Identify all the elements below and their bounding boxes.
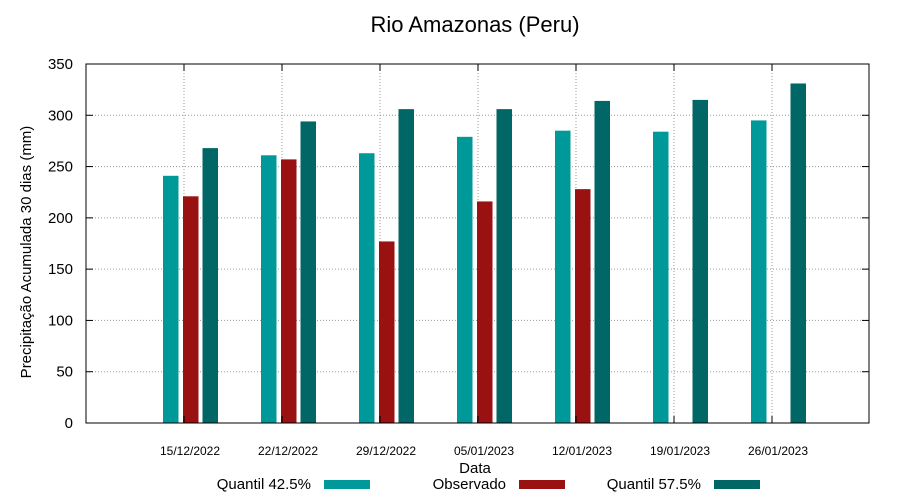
- y-tick-label: 150: [48, 261, 73, 278]
- y-axis-label: Precipitação Acumulada 30 dias (mm): [18, 126, 35, 379]
- y-tick-label: 200: [48, 210, 73, 227]
- bar-quantil-57-5: [202, 148, 218, 423]
- y-tick-label: 100: [48, 312, 73, 329]
- y-tick-label: 300: [48, 107, 73, 124]
- x-tick-label: 12/01/2023: [552, 444, 612, 458]
- bar-quantil-42-5: [555, 130, 571, 423]
- bar-quantil-57-5: [594, 100, 610, 423]
- bar-quantil-57-5: [790, 83, 806, 423]
- legend-label: Observado: [433, 476, 506, 493]
- x-tick-label: 22/12/2022: [258, 444, 318, 458]
- bar-observado: [183, 196, 199, 423]
- x-tick-label: 15/12/2022: [160, 444, 220, 458]
- y-tick-label: 350: [48, 56, 73, 73]
- y-tick-label: 50: [56, 364, 73, 381]
- legend-label: Quantil 42.5%: [217, 476, 311, 493]
- legend-label: Quantil 57.5%: [607, 476, 701, 493]
- x-tick-label: 19/01/2023: [650, 444, 710, 458]
- legend: Quantil 42.5% Observado Quantil 57.5%: [217, 476, 760, 493]
- chart-title: Rio Amazonas (Peru): [370, 12, 579, 37]
- bar-observado: [477, 201, 493, 423]
- bars: [163, 83, 806, 424]
- bar-quantil-42-5: [261, 155, 277, 423]
- bar-quantil-57-5: [300, 121, 316, 423]
- legend-swatch: [324, 480, 370, 489]
- x-tick-label: 05/01/2023: [454, 444, 514, 458]
- x-tick-label: 29/12/2022: [356, 444, 416, 458]
- bar-quantil-42-5: [457, 136, 473, 423]
- y-axis: 0 50 100 150 200 250 300 350: [48, 56, 869, 432]
- bar-quantil-42-5: [163, 175, 179, 423]
- x-tick-label: 26/01/2023: [748, 444, 808, 458]
- legend-swatch: [519, 480, 565, 489]
- bar-quantil-42-5: [653, 131, 669, 423]
- bar-quantil-57-5: [496, 109, 512, 423]
- bar-observado: [379, 241, 395, 423]
- x-axis-label: Data: [459, 460, 491, 477]
- y-tick-label: 250: [48, 159, 73, 176]
- bar-quantil-57-5: [398, 109, 414, 423]
- x-axis: 15/12/2022 22/12/2022 29/12/2022 05/01/2023…: [160, 64, 808, 458]
- bar-observado: [575, 189, 591, 423]
- bar-quantil-42-5: [751, 120, 767, 424]
- y-tick-label: 0: [65, 415, 73, 432]
- legend-swatch: [714, 480, 760, 489]
- bar-observado: [281, 159, 297, 424]
- bar-quantil-42-5: [359, 153, 375, 424]
- bar-quantil-57-5: [692, 99, 708, 424]
